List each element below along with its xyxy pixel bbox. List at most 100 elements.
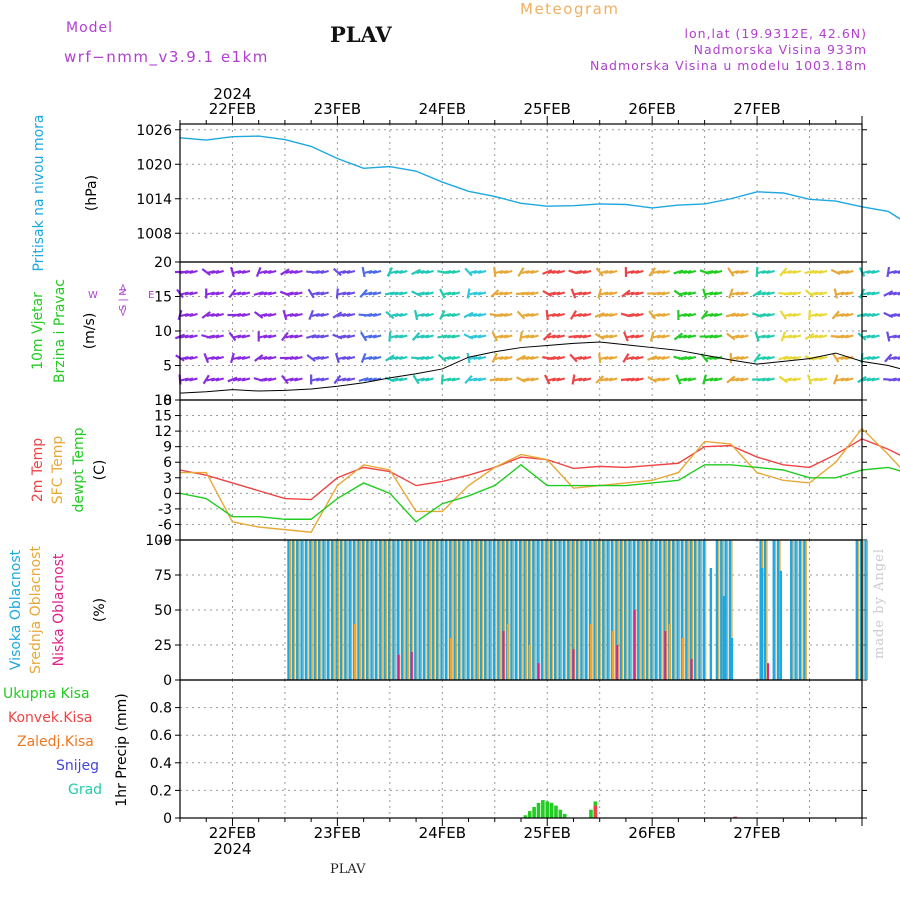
x-date-label: 23FEB <box>314 100 361 118</box>
wind-arrow <box>468 334 478 339</box>
high-cloud-bar <box>698 540 701 680</box>
wind-arrow <box>399 334 408 339</box>
wind-arrow <box>263 377 272 382</box>
wind-arrow <box>725 312 736 318</box>
high-cloud-bar <box>790 540 793 680</box>
wind-arrow <box>556 313 565 317</box>
mid-cloud-bar <box>792 540 794 680</box>
wind-arrow <box>556 334 565 339</box>
wind-arrow <box>704 356 714 360</box>
wind-arrow <box>228 288 237 299</box>
wind-arrow <box>521 313 530 317</box>
y-tick-label: -9 <box>158 533 172 549</box>
wind-arrow <box>342 377 351 382</box>
wind-arrow <box>778 375 788 384</box>
x-date-label: 22FEB <box>209 100 256 118</box>
wind-arrow <box>525 291 535 296</box>
high-cloud-bar <box>759 540 762 680</box>
y-tick-label: 0 <box>163 673 172 689</box>
mid-cloud-bar <box>862 540 864 680</box>
high-cloud-bar <box>422 540 426 680</box>
wind-arrow <box>189 356 198 360</box>
wind-arrow <box>678 270 688 274</box>
cloud-unit-label: (%) <box>92 598 108 622</box>
low-cloud-bar <box>690 659 693 680</box>
wind-arrow <box>386 267 394 277</box>
wind-arrow <box>241 356 251 360</box>
wind-arrow <box>468 313 478 317</box>
wind-arrow <box>709 334 718 339</box>
wind-arrow <box>687 313 697 317</box>
x-year-label: 2024 <box>213 85 251 103</box>
wind-arrow <box>411 268 422 276</box>
mid-cloud-bar <box>372 540 375 680</box>
wind-arrow <box>727 267 735 277</box>
wind-arrow <box>289 334 299 339</box>
wind-arrow <box>731 291 740 296</box>
wind-arrow <box>308 309 314 321</box>
wind-arrow <box>425 313 434 317</box>
wind-arrow <box>516 376 526 383</box>
total-precip-bar <box>545 801 550 818</box>
x-date-label: 24FEB <box>419 824 466 842</box>
wind-arrow <box>447 313 456 317</box>
high-cloud-bar <box>864 540 867 680</box>
high-cloud-bar <box>453 540 456 680</box>
high-cloud-bar <box>855 540 859 680</box>
wind-arrow <box>237 377 246 382</box>
mid-cloud-bar <box>600 540 602 680</box>
mid-cloud-bar <box>534 540 536 680</box>
high-cloud-bar <box>523 540 526 680</box>
high-cloud-bar <box>405 540 408 680</box>
wind-arrow <box>608 291 618 296</box>
wind-arrow <box>735 334 745 339</box>
wind-arrow <box>463 311 474 319</box>
wind-legend-east: E <box>148 290 154 301</box>
x-date-label: 26FEB <box>628 100 675 118</box>
wind-arrow <box>477 334 487 339</box>
mid-cloud-bar <box>486 540 488 680</box>
wind-arrow <box>490 289 500 298</box>
wind-arrow <box>783 313 793 317</box>
y-tick-label: 3 <box>163 471 172 487</box>
wind-arrow <box>594 312 605 318</box>
elevation-label: Nadmorska Visina 933m <box>693 42 867 57</box>
wind-arrow <box>267 291 277 296</box>
total-precip-bar <box>589 809 593 818</box>
wind-arrow <box>368 313 377 317</box>
wind-arrow <box>831 310 840 320</box>
wind-arrow <box>866 334 876 339</box>
wind-arrow <box>477 356 487 360</box>
mid-cloud-bar <box>316 540 318 680</box>
high-cloud-bar <box>715 540 719 680</box>
wind-arrow <box>416 313 425 317</box>
wind-arrow <box>399 270 408 274</box>
wind-arrow <box>573 334 583 339</box>
high-cloud-bar <box>396 540 399 680</box>
high-cloud-bar <box>571 540 574 680</box>
wind-arrow <box>447 291 456 296</box>
total-precip-bar <box>536 802 541 818</box>
wind-arrow <box>578 356 587 360</box>
wind-arrow <box>788 377 797 382</box>
mid-cloud-bar <box>385 540 388 680</box>
wind-arrow <box>713 291 723 296</box>
wind-arrow <box>726 332 736 341</box>
wind-arrow <box>573 291 583 296</box>
wind-arrow <box>201 268 211 276</box>
wind-arrow <box>473 313 482 317</box>
pressure-unit-label: (hPa) <box>84 175 100 211</box>
wind-arrow <box>761 313 771 317</box>
wind-arrow <box>569 310 577 320</box>
wind-arrow <box>783 356 793 360</box>
wind-arrow <box>332 267 342 277</box>
total-precip-bar <box>532 806 536 818</box>
wind-arrow <box>752 289 762 298</box>
y-tick-label: 5 <box>163 359 172 375</box>
wind-arrow <box>184 356 194 360</box>
wind-arrow <box>547 334 556 339</box>
wind-arrow <box>372 377 382 382</box>
mid-cloud-bar <box>595 540 598 680</box>
mid-cloud-bar <box>324 540 326 680</box>
mid-cloud-bar <box>565 540 567 680</box>
